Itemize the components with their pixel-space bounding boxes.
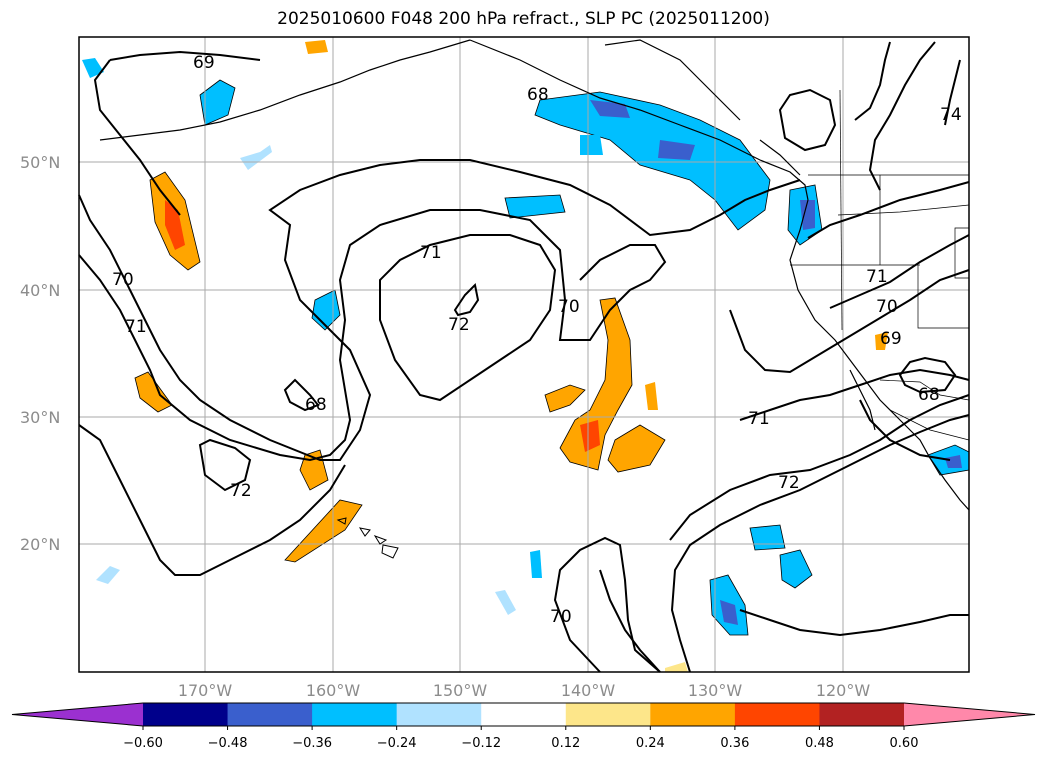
coastlines: [99, 39, 970, 511]
political-borders: [790, 89, 970, 441]
colorbar-tick-label: 0.48: [805, 736, 834, 751]
warm-anomaly-patch: [875, 332, 888, 350]
strong-cold-core: [945, 455, 962, 468]
cold-anomaly-patch: [199, 79, 236, 126]
weak-warm-patch: [665, 662, 688, 672]
strong-cold-core: [658, 140, 695, 160]
longitude-labels: 170°W 160°W 150°W 140°W 130°W 120°W: [178, 681, 871, 700]
colorbar-tick-label: 0.36: [720, 736, 749, 751]
weak-cold-patch: [240, 145, 272, 170]
weak-cold-patch: [495, 590, 516, 615]
warm-anomaly-patch: [284, 499, 363, 563]
warm-anomaly-patch: [559, 297, 633, 471]
colorbar-tick-label: −0.12: [461, 736, 501, 751]
latitude-label: 50°N: [20, 153, 60, 172]
contour-label: 70: [876, 297, 898, 317]
cold-anomaly-patch: [82, 58, 104, 78]
colorbar-tick-label: −0.60: [123, 736, 163, 751]
contour-label: 70: [112, 270, 134, 290]
contour-label: 70: [558, 297, 580, 317]
contour-label: 68: [918, 385, 940, 405]
colorbar-tick-label: 0.24: [636, 736, 665, 751]
colorbar-segment: [734, 703, 820, 726]
colorbar-tick-label: −0.36: [292, 736, 332, 751]
contour-label: 72: [778, 473, 800, 493]
latitude-label: 20°N: [20, 535, 60, 554]
strong-cold-core: [720, 600, 738, 625]
contour-label: 69: [880, 329, 902, 349]
contour-label: 71: [125, 317, 147, 337]
weak-cold-patch: [96, 566, 120, 584]
contour-label: 72: [230, 481, 252, 501]
contour-label-group: 69 68 74 70 71 72 71 70 68 72 71 72 70 7…: [112, 53, 962, 627]
cold-anomaly-patch: [504, 194, 566, 219]
colorbar-segment: [565, 703, 651, 726]
colorbar-tick-label: −0.24: [377, 736, 417, 751]
strong-cold-core: [800, 200, 815, 230]
graticule: [79, 37, 969, 672]
colorbar-segment: [396, 703, 482, 726]
warm-anomaly-patch: [305, 40, 328, 54]
cold-anomaly-patch: [749, 524, 786, 551]
colorbar-extend-max: [904, 703, 1035, 726]
colorbar-segment: [650, 703, 736, 726]
map-area: [79, 37, 969, 672]
colorbar-extend-min: [12, 703, 143, 726]
contour-label: 69: [193, 53, 215, 73]
colorbar-segment: [481, 703, 567, 726]
longitude-label: 170°W: [178, 681, 233, 700]
longitude-label: 140°W: [561, 681, 616, 700]
colorbar-segment: [819, 703, 905, 726]
hawaii-islands: [336, 517, 399, 559]
strong-warm-core: [580, 420, 600, 452]
colorbar-tick-label: −0.48: [208, 736, 248, 751]
colorbar-tick-label: 0.60: [890, 736, 919, 751]
contour-label: 71: [866, 267, 888, 287]
colorbar-segment: [143, 703, 229, 726]
contour-label: 71: [748, 409, 770, 429]
warm-anomaly-patch: [607, 424, 666, 473]
colorbar-tick-label: 0.12: [551, 736, 580, 751]
contour-label: 70: [550, 607, 572, 627]
contour-label: 72: [448, 315, 470, 335]
longitude-label: 130°W: [688, 681, 743, 700]
latitude-label: 40°N: [20, 281, 60, 300]
map-frame: [78, 36, 970, 673]
colorbar-segment: [227, 703, 313, 726]
warm-anomaly-patch: [134, 371, 173, 413]
latitude-labels: 50°N 40°N 30°N 20°N: [20, 153, 60, 554]
colorbar: −0.60 −0.48 −0.36 −0.24 −0.12 0.12 0.24 0.36 0.4…: [11, 702, 1036, 751]
cold-anomaly-patch: [580, 135, 603, 155]
colorbar-segment: [312, 703, 398, 726]
warm-anomaly-patch: [544, 384, 586, 413]
warm-anomaly-patch: [645, 382, 658, 410]
cold-anomaly-patch: [779, 549, 813, 589]
cold-anomaly-patch: [530, 550, 542, 578]
contour-label: 71: [420, 243, 442, 263]
longitude-label: 160°W: [306, 681, 361, 700]
contour-label: 68: [305, 395, 327, 415]
slp-contours: [78, 41, 970, 673]
strong-warm-core: [165, 200, 185, 250]
map-title: 2025010600 F048 200 hPa refract., SLP PC…: [277, 9, 770, 29]
contour-label: 74: [940, 105, 962, 125]
contour-label: 68: [527, 85, 549, 105]
cold-anomaly-patch: [534, 91, 771, 231]
longitude-label: 150°W: [433, 681, 488, 700]
longitude-label: 120°W: [816, 681, 871, 700]
latitude-label: 30°N: [20, 408, 60, 427]
refractivity-fill-layer: [82, 40, 970, 672]
